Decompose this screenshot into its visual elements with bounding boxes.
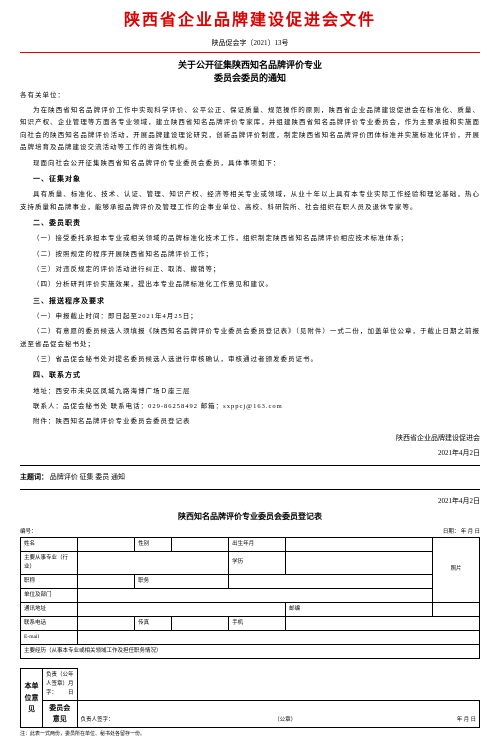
lbl-birth: 出生年月 <box>229 538 286 552</box>
s3-item-2: （二）有意愿的委员候选人须填报《陕西知名品牌评价专业委员会委员登记表》（见附件）… <box>20 326 480 351</box>
org-header: 陕西省企业品牌建设促进会文件 <box>20 8 480 34</box>
kw-separator-top <box>20 465 480 466</box>
lbl-mobile: 手机 <box>229 616 286 630</box>
review-seal: （公章） <box>274 716 296 725</box>
heading-1: 一、征集对象 <box>33 175 81 183</box>
lbl-gender: 性别 <box>135 538 172 552</box>
s3-item-3: （三）省品促会秘书处对提名委员候选人选进行审核确认，审核通过者颁发委员证书。 <box>20 354 480 366</box>
section-1-body: 具有质量、标准化、技术、认证、管理、知识产权、经济等相关专业或领域，从业十年以上… <box>20 189 480 214</box>
lbl-edu: 学历 <box>229 552 286 575</box>
sign-date: 2021年4月2日 <box>20 448 480 459</box>
form-date-label: 日期： 年 月 日 <box>443 528 480 537</box>
lbl-name: 姓名 <box>21 538 78 552</box>
unit-opinion-title: 本单位意见 <box>21 669 43 728</box>
title-line-2: 委员会委员的通知 <box>20 72 480 86</box>
heading-4: 四、联系方式 <box>33 371 81 379</box>
unit-seal: （公章） <box>57 671 68 697</box>
s2-item-4: （四）分析研判评价实施效果，提出本专业品牌标准化工作意见和建议。 <box>20 279 480 291</box>
review-sig: 负责人签字： <box>81 716 114 725</box>
signer: 陕西省企业品牌建设促进会 <box>20 433 480 444</box>
attachment: 附件：陕西知名品牌评价专业委员会委员登记表 <box>20 416 480 428</box>
doc-number: 陕品促会字〔2021〕13号 <box>20 38 480 49</box>
salutation: 各有关单位： <box>20 90 480 102</box>
heading-3: 三、报送程序及要求 <box>33 297 105 305</box>
lbl-spec: 主要从事专业（行业） <box>21 552 78 575</box>
lbl-tel: 联系电话 <box>21 616 78 630</box>
lbl-resume: 主要经历（从事本专业或相关领域工作及担任职务情况） <box>21 644 480 658</box>
paragraph-1: 为在陕西省知名品牌评价工作中实现科学评价、公平公正、保证质量、规范操作的原则，陕… <box>20 105 480 154</box>
contact-2: 联系人：品促会秘书处 联系电话：029-86258492 邮箱：sxppcj@1… <box>20 401 480 413</box>
registration-form: 姓名 性别 出生年月 照片 主要从事专业（行业） 学历 职称 职务 单位及部门 … <box>20 537 480 659</box>
lbl-addr: 通讯地址 <box>21 602 78 616</box>
lbl-zip: 邮编 <box>286 602 433 616</box>
s3-item-1: （一）申报截止时间：即日起至2021年4月25日； <box>20 311 480 323</box>
keywords-row: 主题词： 品牌评价 征集 委员 通知 <box>20 472 480 483</box>
paragraph-2: 现面向社会公开征集陕西省知名品牌评价专业委员会委员，具体事项如下： <box>20 158 480 170</box>
s2-item-3: （三）对违反规定的评价活动进行纠正、取消、撤销等； <box>20 264 480 276</box>
s2-item-1: （一）接受委托承担本专业或相关领域的品牌标准化技术工作，组织制定陕西省知名品牌评… <box>20 233 480 245</box>
lbl-fax: 传真 <box>135 616 172 630</box>
lbl-unit: 单位及部门 <box>21 588 78 602</box>
contact-1: 地址：西安市未央区凤城九路海博广场Ｄ座三层 <box>20 386 480 398</box>
kw-text: 品牌评价 征集 委员 通知 <box>50 473 125 481</box>
form-title: 陕西知名品牌评价专业委员会委员登记表 <box>20 511 480 524</box>
unit-date: 年 月 日 <box>68 671 74 697</box>
title-line-1: 关于公开征集陕西知名品牌评价专业 <box>20 59 480 73</box>
form-note: 注：此表一式两份，委员所在单位、秘书处各留存一份。 <box>20 731 480 739</box>
unit-sig: 负责人签字： <box>46 671 57 697</box>
opinion-table: 本单位意见 负责人签字： （公章） 年 月 日 委员会意见 负责人签字： （公章… <box>20 668 480 728</box>
red-separator <box>20 52 480 53</box>
kw-separator-bot <box>20 489 480 490</box>
lbl-title: 职称 <box>21 574 78 588</box>
lbl-photo: 照片 <box>433 538 480 603</box>
form-no-label: 编号： <box>20 528 37 537</box>
lbl-job: 职务 <box>135 574 229 588</box>
pub-date: 2021年4月2日 <box>20 496 480 507</box>
kw-label: 主题词： <box>20 473 48 481</box>
lbl-email: E-mail <box>21 630 78 644</box>
heading-2: 二、委员职责 <box>33 219 81 227</box>
notice-title: 关于公开征集陕西知名品牌评价专业 委员会委员的通知 <box>20 59 480 86</box>
review-date: 年 月 日 <box>457 716 476 725</box>
s2-item-2: （二）按照规定的程序开展陕西省知名品牌评价工作； <box>20 249 480 261</box>
review-opinion-title: 委员会意见 <box>43 700 78 727</box>
